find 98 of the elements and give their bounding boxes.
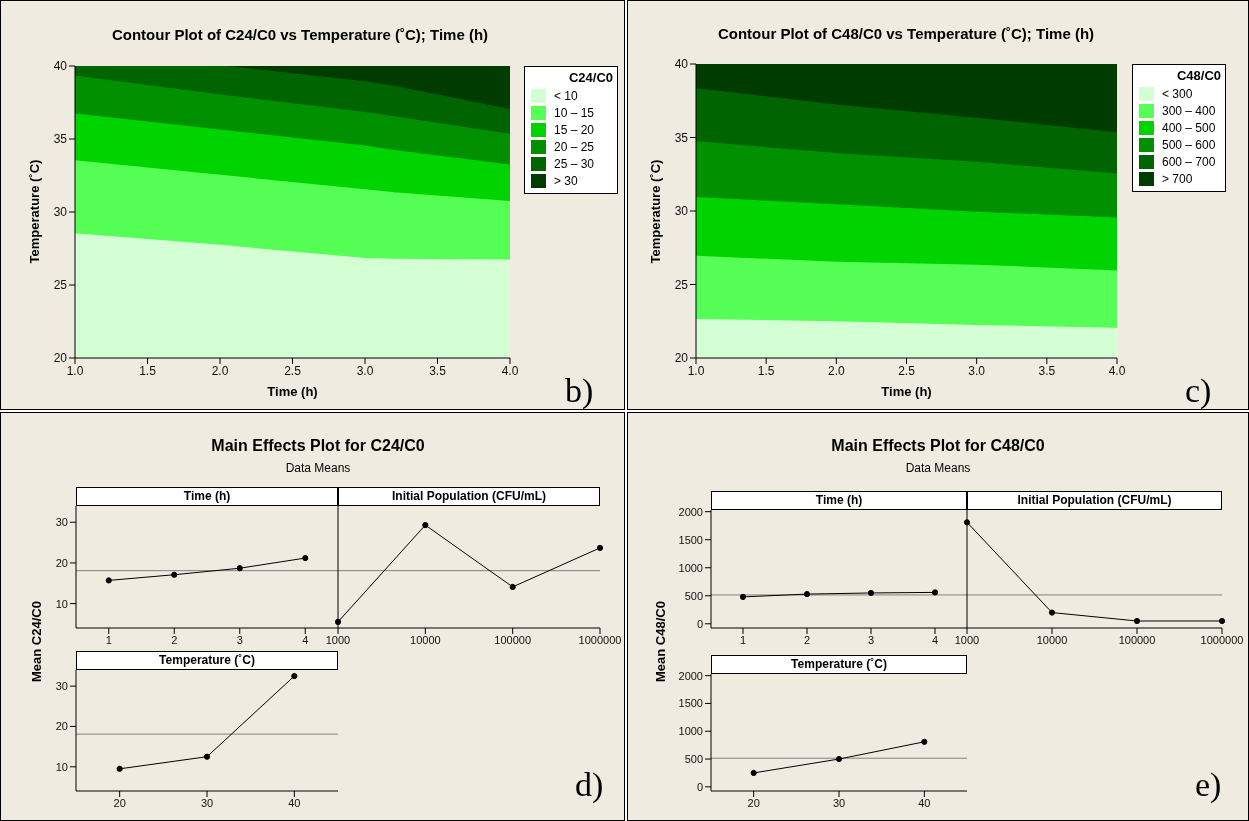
y-axis-title: Temperature (˚C) bbox=[26, 158, 42, 266]
x-tick-label: 30 bbox=[832, 796, 846, 809]
legend-label: < 10 bbox=[554, 88, 578, 103]
x-tick-label: 1000 bbox=[954, 633, 980, 646]
x-tick-label: 30 bbox=[200, 796, 214, 809]
chart-title: Main Effects Plot for C48/C0 bbox=[830, 437, 1046, 455]
legend-title: C48/C0 bbox=[1175, 68, 1221, 83]
x-tick-label: 20 bbox=[747, 796, 760, 809]
legend-label: > 700 bbox=[1162, 171, 1193, 186]
x-tick-label: 4.0 bbox=[1108, 363, 1126, 378]
x-tick-label: 1000 bbox=[325, 633, 351, 646]
x-tick-label: 2 bbox=[171, 633, 178, 646]
chart-title: Contour Plot of C24/C0 vs Temperature (˚C); Time (h) bbox=[110, 26, 490, 43]
x-axis-title: Temperature (˚C) bbox=[76, 651, 338, 670]
x-tick-label: 1.0 bbox=[66, 363, 84, 378]
x-tick-label: 10000 bbox=[1036, 633, 1068, 646]
y-tick-label: 40 bbox=[53, 59, 68, 74]
y-axis-title: Temperature (˚C) bbox=[647, 158, 663, 266]
x-tick-label: 100000 bbox=[494, 633, 532, 646]
legend-label: 600 – 700 bbox=[1162, 154, 1216, 169]
x-tick-label: 2 bbox=[803, 633, 811, 646]
y-tick-label: 20 bbox=[55, 720, 68, 733]
y-tick-label: 30 bbox=[674, 204, 689, 219]
legend-label: < 300 bbox=[1162, 86, 1193, 101]
x-tick-label: 20 bbox=[113, 796, 126, 809]
x-tick-label: 1.5 bbox=[139, 363, 157, 378]
x-tick-label: 3.0 bbox=[968, 363, 986, 378]
x-tick-label: 2.0 bbox=[211, 363, 229, 378]
y-tick-label: 10 bbox=[55, 760, 68, 773]
text: d) bbox=[575, 766, 604, 804]
y-tick-label: 10 bbox=[55, 597, 68, 610]
x-tick-label: 10000 bbox=[410, 633, 441, 646]
x-axis-title: Temperature (˚C) bbox=[711, 655, 967, 674]
legend-label: 15 – 20 bbox=[554, 122, 595, 137]
x-tick-label: 1 bbox=[739, 633, 747, 646]
chart-subtitle: Data Means bbox=[284, 461, 352, 475]
x-tick-label: 1.0 bbox=[687, 363, 705, 378]
legend-label: 500 – 600 bbox=[1162, 137, 1216, 152]
y-tick-label: 30 bbox=[55, 680, 68, 693]
x-tick-label: 3 bbox=[867, 633, 875, 646]
chart-subtitle: Data Means bbox=[904, 461, 972, 475]
x-tick-label: 40 bbox=[918, 796, 931, 809]
x-tick-label: 40 bbox=[288, 796, 301, 809]
legend-label: 300 – 400 bbox=[1162, 103, 1216, 118]
text: c) bbox=[1185, 372, 1212, 410]
chart-title: Main Effects Plot for C24/C0 bbox=[210, 437, 426, 455]
x-tick-label: 4.0 bbox=[501, 363, 519, 378]
legend-label: 10 – 15 bbox=[554, 105, 595, 120]
x-tick-label: 1000000 bbox=[578, 633, 622, 646]
x-tick-label: 2.5 bbox=[284, 363, 302, 378]
x-axis-title: Initial Population (CFU/mL) bbox=[338, 487, 600, 506]
x-axis-title: Time (h) bbox=[76, 487, 338, 506]
y-tick-label: 1500 bbox=[678, 533, 703, 546]
y-tick-label: 30 bbox=[55, 516, 68, 529]
y-tick-label: 20 bbox=[55, 556, 68, 569]
x-tick-label: 2.5 bbox=[898, 363, 916, 378]
x-tick-label: 3.5 bbox=[1038, 363, 1056, 378]
y-tick-label: 35 bbox=[674, 130, 689, 145]
legend-label: 25 – 30 bbox=[554, 156, 595, 171]
y-axis-title: Mean C24/C0 bbox=[28, 600, 44, 684]
y-tick-label: 25 bbox=[674, 277, 689, 292]
y-tick-label: 2000 bbox=[678, 505, 703, 518]
x-axis-title: Initial Population (CFU/mL) bbox=[967, 491, 1222, 510]
legend-title: C24/C0 bbox=[567, 70, 613, 85]
x-tick-label: 4 bbox=[302, 633, 309, 646]
y-tick-label: 500 bbox=[684, 752, 703, 765]
y-tick-label: 1000 bbox=[678, 725, 703, 738]
y-tick-label: 40 bbox=[674, 57, 689, 72]
chart-title: Contour Plot of C48/C0 vs Temperature (˚C); Time (h) bbox=[716, 25, 1096, 42]
x-axis-title: Time (h) bbox=[711, 491, 967, 510]
x-tick-label: 2.0 bbox=[827, 363, 845, 378]
x-tick-label: 3.0 bbox=[356, 363, 374, 378]
x-tick-label: 1 bbox=[105, 633, 112, 646]
y-tick-label: 20 bbox=[674, 351, 689, 366]
x-tick-label: 4 bbox=[931, 633, 939, 646]
y-tick-label: 20 bbox=[53, 351, 68, 366]
x-tick-label: 3 bbox=[236, 633, 243, 646]
x-tick-label: 1.5 bbox=[757, 363, 775, 378]
y-tick-label: 2000 bbox=[678, 669, 703, 682]
y-tick-label: 35 bbox=[53, 132, 68, 147]
y-tick-label: 30 bbox=[53, 205, 68, 220]
y-axis-title: Mean C48/C0 bbox=[652, 600, 668, 684]
text: e) bbox=[1195, 766, 1222, 804]
x-tick-label: 100000 bbox=[1118, 633, 1156, 646]
legend-label: > 30 bbox=[554, 173, 578, 188]
x-tick-label: 3.5 bbox=[429, 363, 447, 378]
x-tick-label: 1000000 bbox=[1200, 633, 1244, 646]
y-tick-label: 0 bbox=[696, 780, 703, 793]
x-axis-title: Time (h) bbox=[880, 384, 933, 399]
legend-label: 400 – 500 bbox=[1162, 120, 1216, 135]
y-tick-label: 1500 bbox=[678, 697, 703, 710]
x-axis-title: Time (h) bbox=[266, 384, 319, 399]
legend-label: 20 – 25 bbox=[554, 139, 595, 154]
y-tick-label: 1000 bbox=[678, 561, 703, 574]
y-tick-label: 25 bbox=[53, 278, 68, 293]
text: b) bbox=[565, 372, 594, 410]
y-tick-label: 0 bbox=[696, 617, 703, 630]
y-tick-label: 500 bbox=[684, 589, 703, 602]
